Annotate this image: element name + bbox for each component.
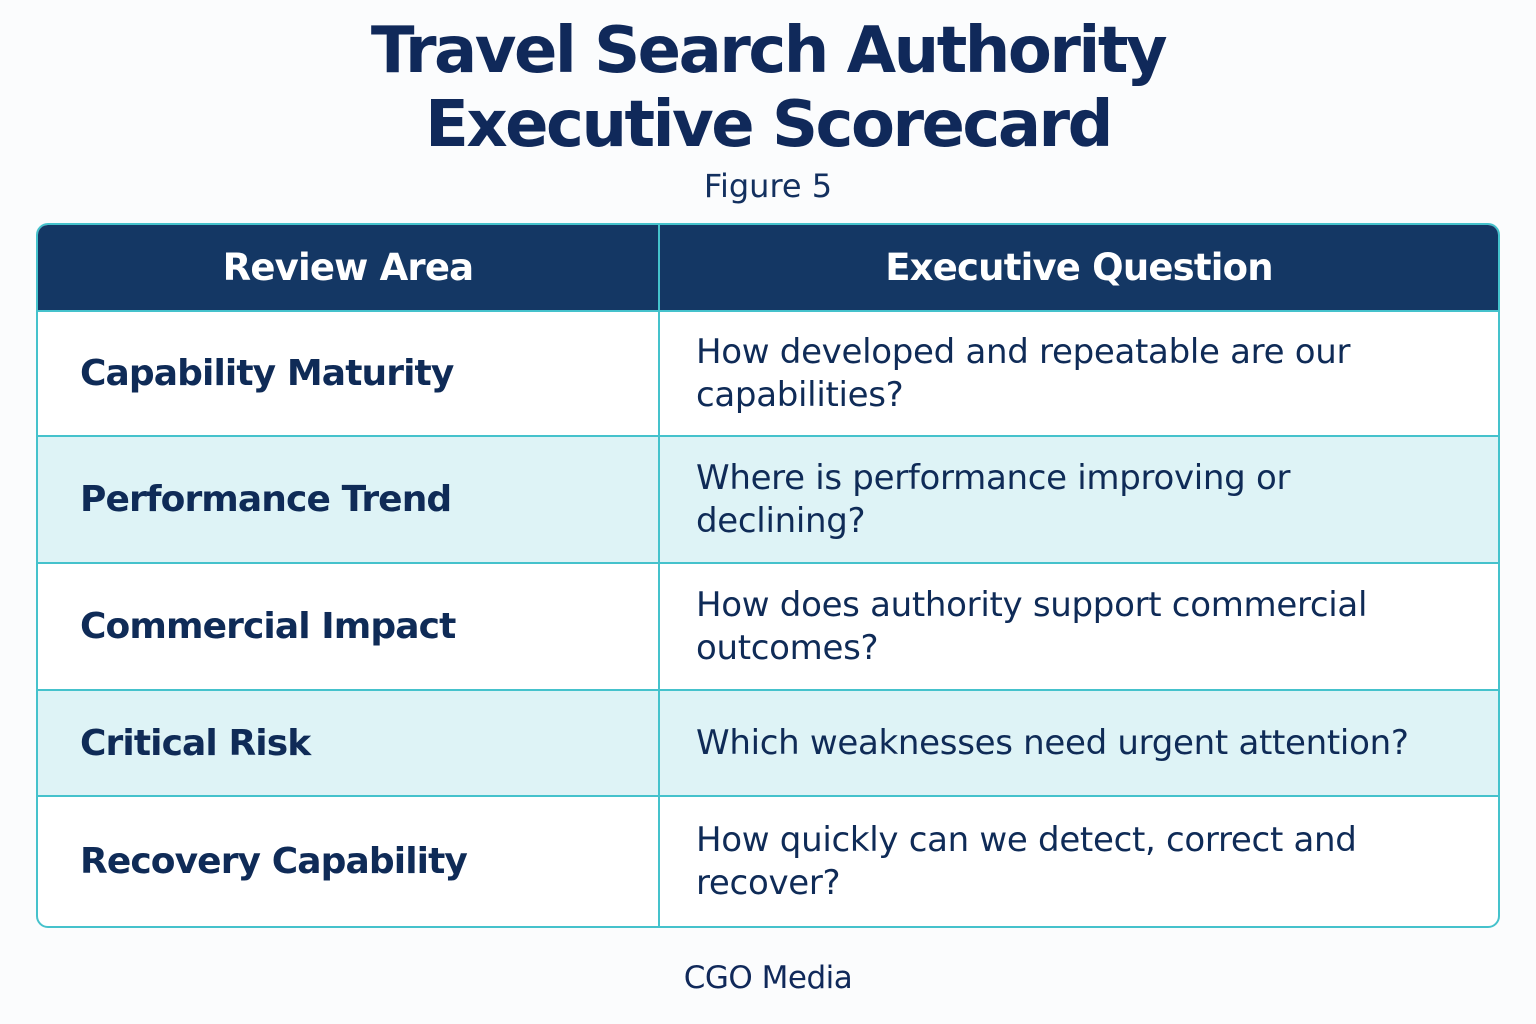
table-row: Commercial Impact How does authority sup… xyxy=(38,564,1498,691)
executive-question-text: How does authority support commercial ou… xyxy=(696,584,1368,668)
review-area-label: Critical Risk xyxy=(80,722,311,764)
footer-credit: CGO Media xyxy=(683,960,853,996)
review-area-label: Capability Maturity xyxy=(80,353,454,394)
executive-question-text: Which weaknesses need urgent attention? xyxy=(696,722,1409,763)
review-area-label: Recovery Capability xyxy=(80,841,468,882)
table-row: Capability Maturity How developed and re… xyxy=(38,312,1498,437)
executive-question-cell: Where is performance improving or declin… xyxy=(660,437,1498,562)
review-area-cell: Capability Maturity xyxy=(38,312,660,435)
table-header-row: Review Area Executive Question xyxy=(38,225,1498,312)
executive-question-text: How developed and repeatable are our cap… xyxy=(696,331,1351,415)
review-area-cell: Performance Trend xyxy=(38,437,660,562)
column-header-executive-question: Executive Question xyxy=(885,246,1273,289)
executive-question-cell: Which weaknesses need urgent attention? xyxy=(660,691,1498,795)
figure-label: Figure 5 xyxy=(703,167,833,205)
scorecard-table: Review Area Executive Question Capabilit… xyxy=(36,223,1500,928)
executive-question-cell: How does authority support commercial ou… xyxy=(660,564,1498,689)
review-area-cell: Recovery Capability xyxy=(38,797,660,926)
executive-question-cell: How quickly can we detect, correct and r… xyxy=(660,797,1498,926)
table-row: Performance Trend Where is performance i… xyxy=(38,437,1498,564)
executive-question-text: Where is performance improving or declin… xyxy=(696,457,1291,541)
review-area-cell: Critical Risk xyxy=(38,691,660,795)
page-title-line-1: Travel Search Authority xyxy=(370,14,1168,88)
review-area-label: Commercial Impact xyxy=(80,606,456,647)
table-row: Critical Risk Which weaknesses need urge… xyxy=(38,691,1498,797)
review-area-label: Performance Trend xyxy=(80,479,452,520)
review-area-cell: Commercial Impact xyxy=(38,564,660,689)
table-row: Recovery Capability How quickly can we d… xyxy=(38,797,1498,926)
executive-question-cell: How developed and repeatable are our cap… xyxy=(660,312,1498,435)
page-title-line-2: Executive Scorecard xyxy=(425,88,1113,162)
column-header-review-area: Review Area xyxy=(38,225,660,310)
executive-question-text: How quickly can we detect, correct and r… xyxy=(696,819,1357,903)
